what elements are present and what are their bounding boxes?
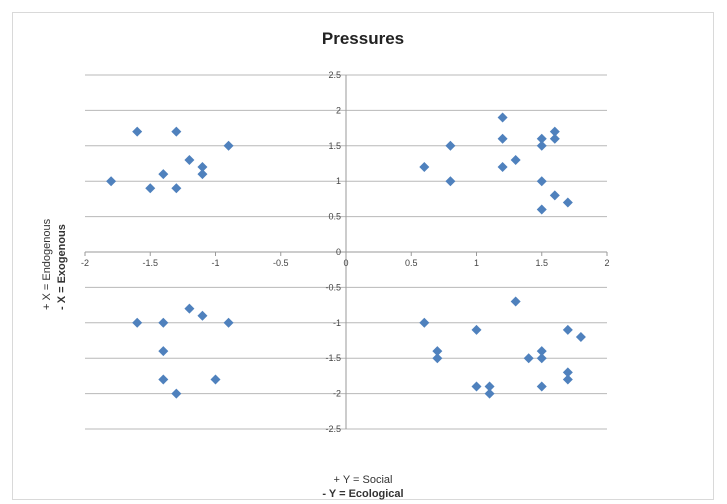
y-tick-label: 0.5 bbox=[328, 212, 341, 222]
x-axis-label-line2-text: - Y = Ecological bbox=[322, 488, 404, 500]
y-tick-label: -1.5 bbox=[325, 353, 341, 363]
y-tick-label: -1 bbox=[333, 318, 341, 328]
x-axis-label-line2: - Y = Ecological bbox=[283, 488, 443, 500]
data-point bbox=[575, 331, 586, 342]
data-point bbox=[106, 176, 117, 187]
data-point bbox=[471, 381, 482, 392]
x-tick-label: -1.5 bbox=[142, 258, 158, 268]
data-point bbox=[197, 169, 208, 180]
x-tick-label: 0 bbox=[343, 258, 348, 268]
data-point bbox=[536, 176, 547, 187]
y-axis-label-line1: + X = Endogenous bbox=[41, 218, 53, 310]
data-point bbox=[445, 176, 456, 187]
y-tick-label: 1 bbox=[336, 176, 341, 186]
data-point bbox=[562, 367, 573, 378]
data-point bbox=[171, 183, 182, 194]
data-point bbox=[523, 353, 534, 364]
x-tick-label: -2 bbox=[81, 258, 89, 268]
data-point bbox=[484, 388, 495, 399]
data-point bbox=[419, 317, 430, 328]
chart-frame: Pressures 2.5 2 1.5 1 0.5 0 -0.5 -1 -1.5 -2 -2.5 -2… bbox=[12, 12, 714, 500]
x-tick-label: 1 bbox=[474, 258, 479, 268]
data-point bbox=[549, 133, 560, 144]
data-point bbox=[510, 296, 521, 307]
y-axis-label-line2-text: - X = Exogenous bbox=[56, 224, 68, 310]
x-tick-label: 2 bbox=[604, 258, 609, 268]
data-point bbox=[158, 346, 169, 357]
data-point bbox=[419, 162, 430, 173]
data-point bbox=[432, 353, 443, 364]
data-point bbox=[158, 374, 169, 385]
y-axis-label-line2: - X = Exogenous bbox=[56, 224, 68, 310]
y-tick-label: 2.5 bbox=[328, 70, 341, 80]
data-point bbox=[536, 140, 547, 151]
data-point bbox=[171, 388, 182, 399]
data-point bbox=[549, 126, 560, 137]
data-point bbox=[445, 140, 456, 151]
data-point bbox=[536, 346, 547, 357]
data-point bbox=[471, 324, 482, 335]
x-tick-label: 0.5 bbox=[405, 258, 418, 268]
data-point bbox=[497, 162, 508, 173]
x-axis-label-line1: + Y = Social bbox=[333, 474, 393, 486]
data-point bbox=[223, 317, 234, 328]
chart-title: Pressures bbox=[321, 29, 405, 48]
data-point bbox=[197, 310, 208, 321]
data-point bbox=[497, 133, 508, 144]
x-tick-label: 1.5 bbox=[535, 258, 548, 268]
data-point bbox=[562, 324, 573, 335]
y-tick-label: 1.5 bbox=[328, 141, 341, 151]
data-point bbox=[484, 381, 495, 392]
y-tick-label: -0.5 bbox=[325, 282, 341, 292]
data-point bbox=[562, 197, 573, 208]
data-point bbox=[536, 381, 547, 392]
data-point bbox=[210, 374, 221, 385]
y-tick-label: 0 bbox=[336, 247, 341, 257]
data-point bbox=[145, 183, 156, 194]
data-point bbox=[536, 204, 547, 215]
data-point bbox=[549, 190, 560, 201]
data-point bbox=[497, 112, 508, 123]
data-point bbox=[536, 133, 547, 144]
data-point bbox=[562, 374, 573, 385]
x-tick-label: -1 bbox=[211, 258, 219, 268]
data-point bbox=[197, 162, 208, 173]
data-point bbox=[536, 353, 547, 364]
data-point bbox=[171, 126, 182, 137]
data-point bbox=[432, 346, 443, 357]
data-point bbox=[158, 317, 169, 328]
x-tick-label: -0.5 bbox=[273, 258, 289, 268]
data-point bbox=[223, 140, 234, 151]
data-point bbox=[184, 154, 195, 165]
y-tick-label: -2.5 bbox=[325, 424, 341, 434]
y-tick-label: -2 bbox=[333, 389, 341, 399]
scatter-plot: 2.5 2 1.5 1 0.5 0 -0.5 -1 -1.5 -2 -2.5 -2 -1.5 -1 -0.5… bbox=[81, 70, 610, 434]
y-tick-label: 2 bbox=[336, 105, 341, 115]
data-point bbox=[132, 126, 143, 137]
data-point bbox=[158, 169, 169, 180]
data-point bbox=[132, 317, 143, 328]
data-point bbox=[184, 303, 195, 314]
data-point bbox=[510, 154, 521, 165]
